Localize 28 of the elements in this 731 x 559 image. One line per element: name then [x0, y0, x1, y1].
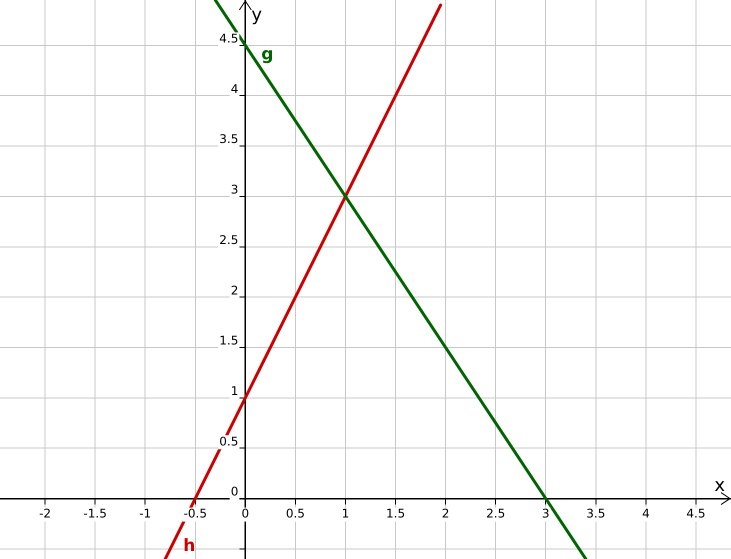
x-tick-label: -1	[139, 506, 152, 521]
x-tick-label: 1	[342, 506, 350, 521]
y-tick-label: 0	[230, 484, 238, 499]
y-tick-label: 1	[230, 384, 238, 398]
x-tick-label: -1.5	[83, 506, 107, 521]
y-tick-label: 3.5	[219, 132, 238, 146]
y-tick-label: 1.5	[219, 334, 238, 348]
x-tick-label: 0	[242, 506, 250, 521]
x-tick-label: 2	[442, 506, 450, 521]
y-tick-label: 4	[230, 82, 238, 96]
y-tick-label: 3	[230, 182, 238, 197]
y-tick-label: 0.5	[219, 434, 238, 448]
x-tick-label: 0.5	[286, 506, 305, 521]
series-label: g	[261, 44, 274, 65]
x-tick-label: 2.5	[486, 506, 506, 521]
y-tick-label: 2	[230, 283, 238, 298]
x-tick-label: -2	[39, 506, 52, 521]
x-tick-label: 1.5	[386, 506, 406, 521]
x-tick-label: -0.5	[184, 506, 207, 521]
y-axis-title: y	[251, 4, 262, 26]
x-axis-title: x	[714, 475, 726, 496]
x-tick-label: 4	[642, 506, 650, 521]
x-tick-label: 4.5	[686, 506, 706, 521]
y-tick-label: 2.5	[219, 232, 238, 247]
x-tick-label: 3.5	[586, 506, 606, 521]
y-tick-label: 4.5	[219, 31, 238, 46]
series-label: h	[183, 536, 196, 556]
x-tick-label: 3	[542, 506, 550, 521]
